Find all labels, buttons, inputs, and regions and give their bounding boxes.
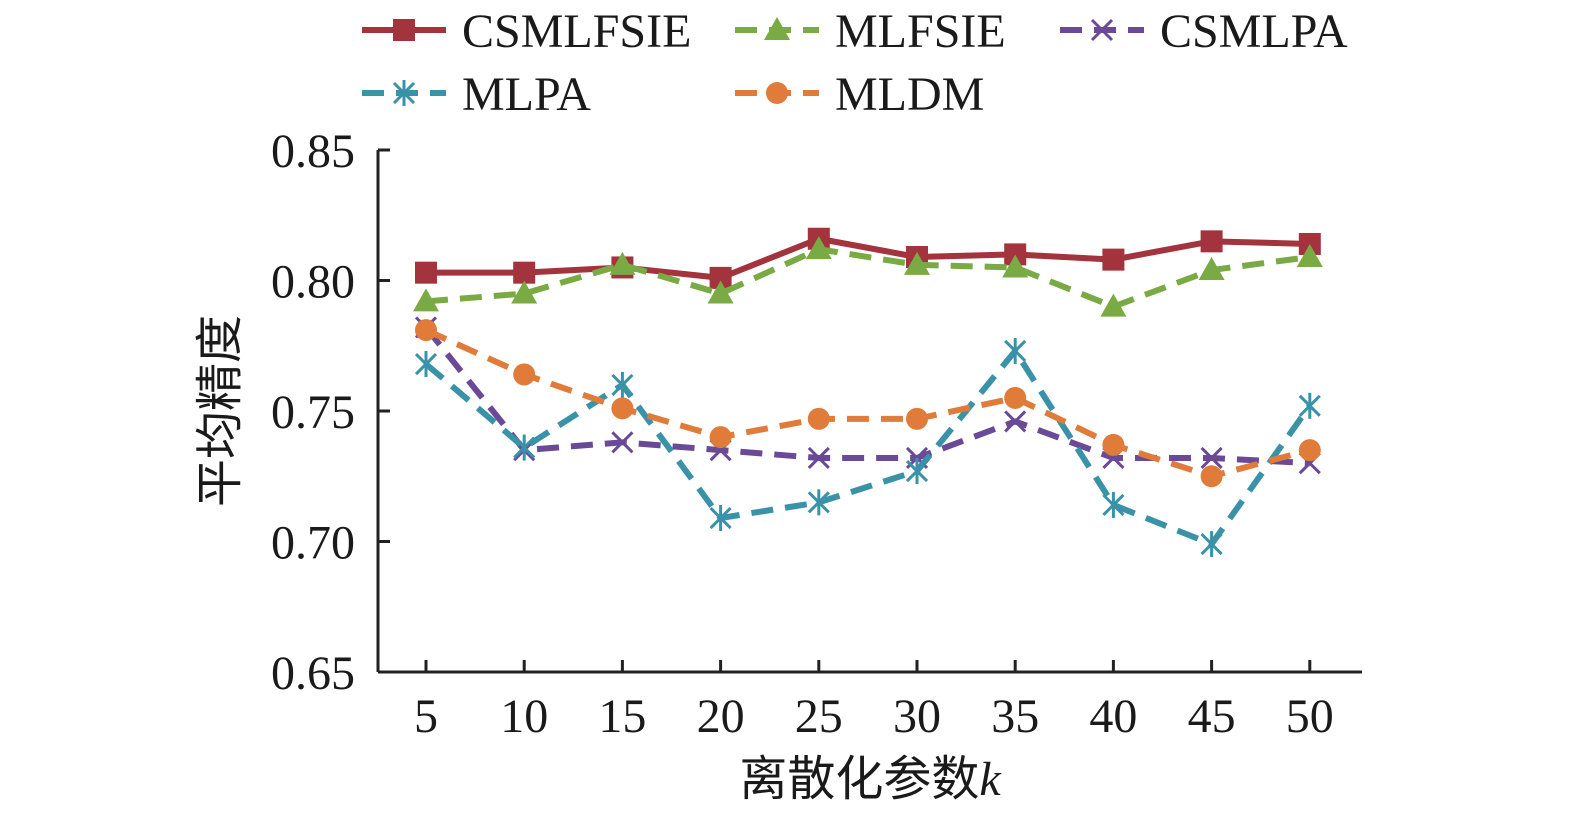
data-point [413,288,439,312]
data-point [1296,244,1323,268]
y-tick-label: 0.65 [271,647,355,700]
legend-label: MLDM [835,68,984,121]
legend-item-mlpa: MLPA [362,68,591,121]
data-point [1200,531,1223,558]
y-tick-label: 0.75 [271,386,355,439]
data-point [707,280,734,304]
data-point [611,431,634,454]
data-point [1298,232,1321,255]
data-point [805,236,832,260]
x-tick-label: 25 [795,690,843,743]
x-axis-title-text: 离散化参数 [739,753,979,806]
series-csmlpa [414,316,1321,475]
data-point [1002,254,1029,278]
data-point [1200,446,1223,470]
x-tick-label: 50 [1286,690,1334,743]
data-point [415,261,437,284]
data-point [709,505,732,532]
data-point [709,266,732,289]
x-axis-title-variable: k [979,753,1002,806]
y-tick-label: 0.70 [271,517,355,570]
legend: CSMLFSIE MLFSIE CSMLPA MLPA MLDM [362,5,1348,121]
legend-label: CSMLPA [1160,5,1348,58]
x-tick-label: 20 [697,690,745,743]
legend-swatch-marker [393,19,415,41]
legend-swatch-marker [766,82,788,104]
data-point [1200,230,1223,253]
data-point [1004,386,1027,409]
data-point [511,280,538,304]
legend-label: CSMLFSIE [462,5,691,58]
legend-label: MLFSIE [835,5,1006,58]
data-point [1102,433,1125,456]
data-point [807,489,830,516]
data-point [904,251,930,275]
data-point [807,446,830,470]
x-tick-label: 40 [1089,690,1137,743]
axes [376,150,1362,674]
x-tick-label: 30 [893,690,941,743]
ticks: 0.65 0.70 0.75 0.80 0.85 5 10 15 20 25 30 35 40 45 50 [271,125,1334,743]
legend-swatch-marker [1090,18,1114,42]
series-line [425,246,1311,310]
legend-swatch-marker [392,80,416,106]
x-tick-label: 45 [1188,690,1236,743]
x-tick-label: 10 [500,690,548,743]
data-point [609,251,636,275]
series-line [423,325,1310,467]
data-point [1004,243,1027,266]
series-mldm [415,319,1321,488]
legend-swatch-marker [764,17,790,40]
data-point [709,426,732,449]
legend-item-csmlfsie: CSMLFSIE [362,5,691,58]
y-axis-title: 平均精度 [194,315,247,507]
data-point [1004,410,1027,433]
data-point [513,261,536,284]
series [413,227,1323,558]
legend-item-mlfsie: MLFSIE [735,5,1006,58]
data-point [513,434,536,461]
data-point [1004,337,1027,364]
data-point [611,371,634,398]
data-point [415,319,437,342]
legend-item-csmlpa: CSMLPA [1060,5,1348,58]
data-point [1100,293,1127,317]
series-mlpa [414,337,1321,558]
data-point [1198,257,1225,281]
data-point [1102,491,1125,518]
x-axis-title: 离散化参数k [739,753,1002,806]
data-point [807,407,830,430]
y-tick-label: 0.80 [271,256,355,309]
data-point [1102,248,1125,271]
x-tick-label: 35 [991,690,1039,743]
series-line [424,347,1313,548]
x-tick-label: 15 [598,690,646,743]
data-point [1298,392,1321,419]
y-tick-label: 0.85 [271,125,355,178]
series-mlfsie [413,236,1323,317]
data-point [906,407,928,430]
series-line [424,327,1311,480]
legend-item-mldm: MLDM [735,68,984,121]
data-point [611,397,634,420]
data-point [414,351,438,378]
data-point [1200,465,1223,488]
x-tick-label: 5 [414,690,438,743]
data-point [513,363,536,386]
data-point [1298,439,1321,462]
data-point [905,458,929,485]
legend-label: MLPA [462,68,591,121]
series-line [426,235,1310,281]
